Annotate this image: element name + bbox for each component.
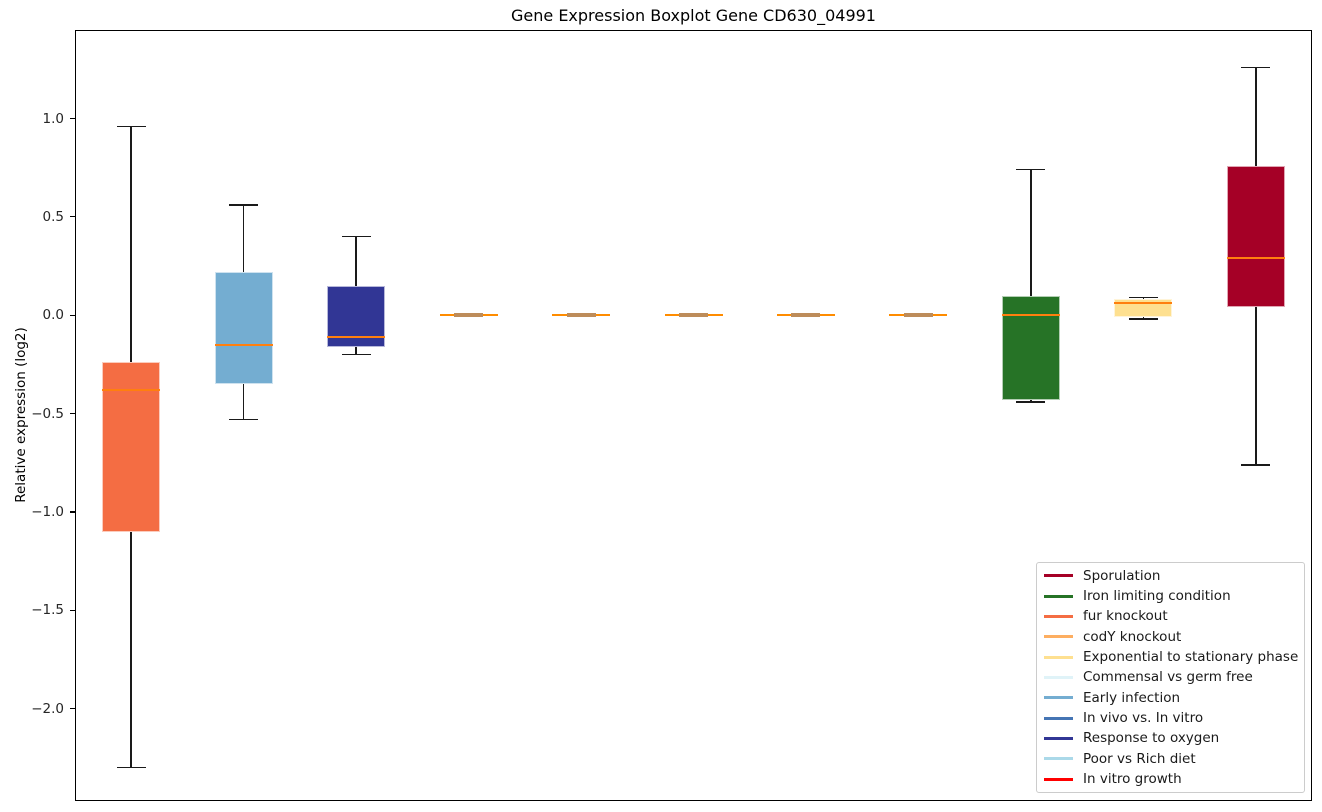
legend-item-commensal-vs-germ-free: Commensal vs germ free xyxy=(1044,668,1297,687)
legend-item-fur-knockout: fur knockout xyxy=(1044,607,1297,626)
y-tick-mark xyxy=(70,511,75,513)
legend-swatch-commensal-vs-germ-free xyxy=(1044,675,1073,679)
legend-label: fur knockout xyxy=(1083,608,1168,625)
box-sporulation xyxy=(1226,165,1285,308)
y-tick-mark xyxy=(70,412,75,415)
legend-item-poor-vs-rich-diet: Poor vs Rich diet xyxy=(1044,749,1297,768)
legend-swatch-early-infection xyxy=(1044,696,1073,700)
legend-swatch-poor-vs-rich-diet xyxy=(1044,757,1073,761)
y-tick-label: 1.0 xyxy=(42,110,64,127)
median-response-to-oxygen xyxy=(327,335,386,338)
legend-item-early-infection: Early infection xyxy=(1044,688,1297,707)
whisker-cap-top-sporulation xyxy=(1241,66,1271,69)
whisker-cap-bottom-exponential-to-stationary-phase xyxy=(1128,318,1158,320)
box-iron-limiting-condition xyxy=(1001,295,1060,400)
legend-swatch-iron-limiting-condition xyxy=(1044,594,1073,598)
legend-label: Iron limiting condition xyxy=(1083,588,1231,605)
y-tick-label: −0.5 xyxy=(31,405,64,422)
median-exponential-to-stationary-phase xyxy=(1114,302,1173,305)
y-tick-label: −1.5 xyxy=(31,602,64,619)
whisker-cap-top-response-to-oxygen xyxy=(341,235,371,238)
y-tick-mark xyxy=(70,314,75,316)
legend-label: Commensal vs germ free xyxy=(1083,669,1253,686)
legend-item-iron-limiting-condition: Iron limiting condition xyxy=(1044,587,1297,606)
legend-swatch-in-vivo-vs-in-vitro xyxy=(1044,716,1073,720)
whisker-cap-band-cody-knockout xyxy=(454,313,484,317)
whisker-cap-top-fur-knockout xyxy=(116,125,146,128)
legend-swatch-fur-knockout xyxy=(1044,614,1073,618)
y-tick-mark xyxy=(70,707,75,710)
whisker-cap-band-poor-vs-rich-diet xyxy=(791,313,821,317)
whisker-cap-band-in-vitro-growth xyxy=(903,313,933,317)
legend-swatch-cody-knockout xyxy=(1044,635,1073,639)
legend-label: Exponential to stationary phase xyxy=(1083,649,1299,666)
y-tick-mark xyxy=(70,609,75,611)
whisker-cap-band-in-vivo-vs-in-vitro xyxy=(679,313,708,317)
median-sporulation xyxy=(1226,257,1285,260)
legend-item-in-vitro-growth: In vitro growth xyxy=(1044,770,1297,789)
whisker-cap-bottom-response-to-oxygen xyxy=(341,353,371,356)
y-tick-mark xyxy=(70,216,75,218)
legend-label: In vivo vs. In vitro xyxy=(1083,710,1204,727)
chart-title: Gene Expression Boxplot Gene CD630_04991 xyxy=(511,6,876,25)
whisker-cap-bottom-fur-knockout xyxy=(116,766,146,769)
y-tick-label: 0.5 xyxy=(42,208,64,225)
whisker-iron-limiting-condition xyxy=(1030,169,1032,402)
legend-swatch-sporulation xyxy=(1044,574,1073,578)
whisker-cap-top-early-infection xyxy=(229,204,259,206)
y-tick-label: −2.0 xyxy=(31,700,64,717)
legend-label: codY knockout xyxy=(1083,628,1182,645)
median-early-infection xyxy=(214,343,273,346)
legend-item-sporulation: Sporulation xyxy=(1044,566,1297,585)
legend: Sporulation Iron limiting condition fur kn… xyxy=(1036,562,1305,793)
y-tick-mark xyxy=(70,117,75,120)
legend-item-response-to-oxygen: Response to oxygen xyxy=(1044,729,1297,748)
legend-label: Early infection xyxy=(1083,689,1181,706)
whisker-cap-bottom-early-infection xyxy=(229,418,259,421)
box-early-infection xyxy=(214,271,273,385)
legend-swatch-exponential-to-stationary-phase xyxy=(1044,655,1073,659)
median-iron-limiting-condition xyxy=(1001,314,1060,317)
whisker-cap-top-iron-limiting-condition xyxy=(1016,168,1046,171)
legend-label: Sporulation xyxy=(1083,567,1161,584)
y-tick-label: 0.0 xyxy=(42,307,64,324)
whisker-cap-bottom-sporulation xyxy=(1241,463,1271,466)
legend-label: Response to oxygen xyxy=(1083,730,1220,747)
median-fur-knockout xyxy=(102,388,161,392)
legend-item-exponential-to-stationary-phase: Exponential to stationary phase xyxy=(1044,648,1299,667)
legend-swatch-in-vitro-growth xyxy=(1044,777,1073,781)
legend-item-cody-knockout: codY knockout xyxy=(1044,627,1297,646)
y-tick-label: −1.0 xyxy=(31,503,64,520)
box-fur-knockout xyxy=(102,362,161,532)
whisker-cap-bottom-iron-limiting-condition xyxy=(1016,400,1046,403)
whisker-cap-band-commensal-vs-germ-free xyxy=(566,313,596,317)
legend-swatch-response-to-oxygen xyxy=(1044,736,1073,740)
legend-label: In vitro growth xyxy=(1083,771,1182,788)
legend-label: Poor vs Rich diet xyxy=(1083,750,1196,767)
legend-item-in-vivo-vs-in-vitro: In vivo vs. In vitro xyxy=(1044,709,1297,728)
whisker-cap-top-exponential-to-stationary-phase xyxy=(1128,296,1158,299)
